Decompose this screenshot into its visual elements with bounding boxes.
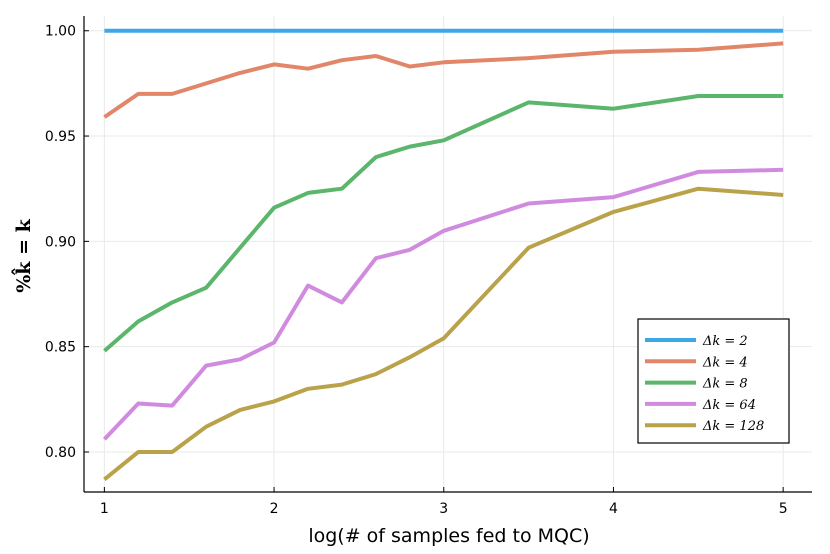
legend-label-4: Δk = 128 (702, 419, 764, 434)
legend-label-1: Δk = 4 (702, 355, 748, 370)
tick-layer: 1 2 3 4 5 0.80 0.85 0.90 0.95 1.00 (45, 24, 788, 517)
x-tick-label: 4 (609, 501, 618, 517)
y-tick-label: 0.95 (45, 129, 76, 145)
axes-layer (83, 16, 812, 493)
x-tick-label: 2 (270, 501, 279, 517)
legend-label-3: Δk = 64 (702, 398, 756, 413)
series-line-4 (103, 186, 784, 481)
series-line-1 (103, 41, 784, 119)
y-axis-title: %k̂ = k (11, 218, 35, 292)
x-tick-label: 3 (439, 501, 448, 517)
x-tick-label: 1 (100, 501, 109, 517)
y-tick-label: 0.80 (45, 445, 76, 461)
legend-label-2: Δk = 8 (702, 377, 748, 392)
y-tick-label: 0.85 (45, 340, 76, 356)
legend: Δk = 2 Δk = 4 Δk = 8 Δk = 64 Δk = 128 (637, 318, 790, 444)
series-layer (102, 28, 784, 481)
x-axis-title: log(# of samples fed to MQC) (308, 525, 589, 547)
y-tick-label: 1.00 (45, 24, 76, 40)
x-tick-label: 5 (779, 501, 788, 517)
series-line-2 (103, 94, 784, 353)
y-tick-label: 0.90 (45, 234, 76, 250)
legend-label-0: Δk = 2 (702, 334, 748, 349)
series-line-3 (102, 167, 784, 441)
